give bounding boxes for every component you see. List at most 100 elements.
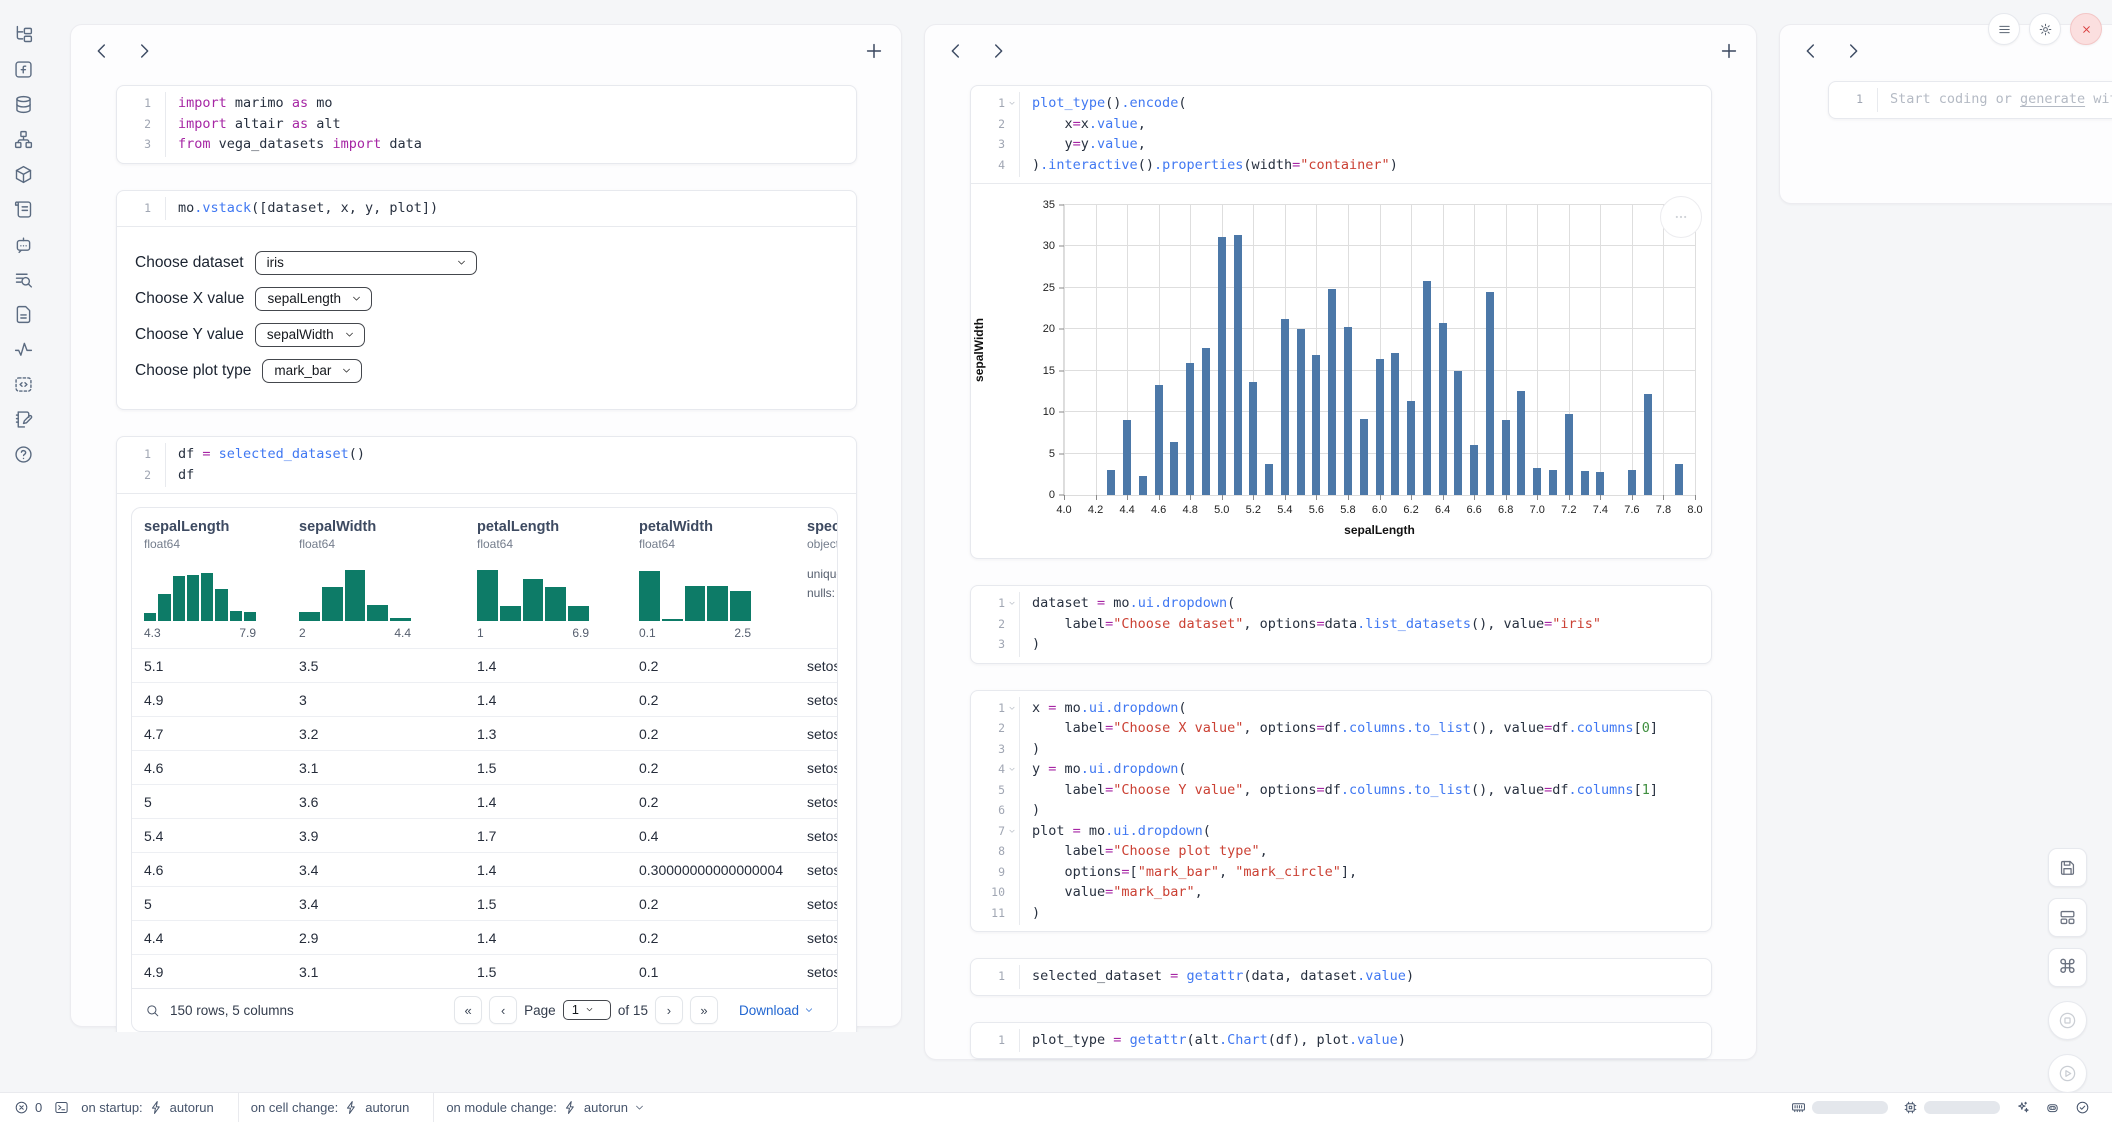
panel-back-icon[interactable] xyxy=(1800,40,1822,62)
dependency-graph-icon[interactable] xyxy=(13,129,34,150)
fold-spacer xyxy=(151,114,165,135)
table-cell: 3.6 xyxy=(299,793,319,810)
code-dotted-icon[interactable] xyxy=(13,374,34,395)
choose-y-value-select[interactable]: sepalWidth xyxy=(254,323,365,347)
copilot-button[interactable] xyxy=(2045,1093,2060,1122)
column-header[interactable]: petalLength float64 1 6.9 xyxy=(465,519,627,640)
list-search-icon[interactable] xyxy=(13,269,34,290)
table-cell: 0.2 xyxy=(639,895,659,912)
fold-toggle-icon[interactable] xyxy=(1005,698,1019,719)
previous-page-button[interactable]: ‹ xyxy=(489,996,518,1024)
code-editor[interactable]: 1 import marimo as mo 2 import altair as al… xyxy=(117,86,856,163)
column-dtype: float64 xyxy=(477,537,514,551)
function-square-icon[interactable] xyxy=(13,59,34,80)
notebook-menu-button[interactable] xyxy=(1988,13,2020,45)
choose-dataset-select[interactable]: iris xyxy=(254,251,477,275)
column-header[interactable]: sepalWidth float64 2 4.4 xyxy=(287,519,465,640)
ai-assistant-button[interactable] xyxy=(2015,1093,2030,1122)
layout-toggle-button[interactable] xyxy=(2048,898,2087,937)
fold-spacer xyxy=(151,465,165,486)
memory-usage-meter[interactable] xyxy=(1791,1093,1888,1122)
error-count-badge[interactable]: 0 xyxy=(14,1093,42,1122)
download-button[interactable]: Download xyxy=(739,1003,824,1018)
cpu-usage-meter[interactable] xyxy=(1903,1093,2000,1122)
page-value: 1 xyxy=(571,1002,579,1017)
code-editor[interactable]: 1 Start coding or generate with xyxy=(1829,82,2112,118)
x-gridline xyxy=(1253,205,1255,495)
panel-forward-icon[interactable] xyxy=(1842,40,1864,62)
panel-back-icon[interactable] xyxy=(945,40,967,62)
code-editor[interactable]: 1 x = mo.ui.dropdown(2 label="Choose X va… xyxy=(971,691,1711,932)
code-editor[interactable]: 1 selected_dataset = getattr(data, datase… xyxy=(971,959,1711,995)
fold-toggle-icon[interactable] xyxy=(1005,759,1019,780)
table-cell: 0.2 xyxy=(639,793,659,810)
column-header[interactable]: species object unique: nulls: xyxy=(795,519,837,640)
code-editor[interactable]: 1 dataset = mo.ui.dropdown(2 label="Choos… xyxy=(971,586,1711,663)
first-page-button[interactable]: « xyxy=(454,996,483,1024)
y-tick-label: 10 xyxy=(1042,406,1055,419)
fold-spacer xyxy=(1005,903,1019,924)
choose-plot-type-select[interactable]: mark_bar xyxy=(262,359,363,383)
code-line: 1 x = mo.ui.dropdown( xyxy=(971,698,1711,719)
table-cell: setosa xyxy=(807,725,837,742)
x-tick-mark xyxy=(1568,495,1570,500)
column-histogram xyxy=(144,563,256,621)
table-row: 4.6 3.1 1.5 0.2 setosa xyxy=(132,750,837,784)
chat-bot-icon[interactable] xyxy=(13,234,34,255)
code-editor[interactable]: 1 df = selected_dataset() 2 df xyxy=(117,437,856,493)
panel-back-icon[interactable] xyxy=(91,40,113,62)
fold-toggle-icon[interactable] xyxy=(1005,593,1019,614)
run-all-button[interactable] xyxy=(2048,1054,2087,1093)
panel-forward-icon[interactable] xyxy=(987,40,1009,62)
chart-actions-button[interactable] xyxy=(1660,196,1702,238)
add-cell-button[interactable] xyxy=(863,40,885,62)
save-button[interactable] xyxy=(2048,848,2087,887)
chart-bar xyxy=(1596,471,1605,495)
code-editor[interactable]: 1 plot_type = getattr(alt.Chart(df), plot… xyxy=(971,1023,1711,1059)
activity-icon[interactable] xyxy=(13,339,34,360)
table-cell: 2.9 xyxy=(299,929,319,946)
notebook-pen-icon[interactable] xyxy=(13,409,34,430)
code-editor[interactable]: 1 mo.vstack([dataset, x, y, plot]) xyxy=(117,191,856,227)
document-text-icon[interactable] xyxy=(13,304,34,325)
help-circle-icon[interactable] xyxy=(13,444,34,465)
chart-bar xyxy=(1359,418,1368,495)
column-header[interactable]: petalWidth float64 0.1 2.5 xyxy=(627,519,795,640)
table-cell: 3.1 xyxy=(299,759,319,776)
add-cell-button[interactable] xyxy=(1718,40,1740,62)
file-tree-icon[interactable] xyxy=(13,24,34,45)
editor-placeholder: Start coding or generate with xyxy=(1890,91,2112,107)
chart-bar xyxy=(1217,236,1226,495)
on-cell-change-autorun[interactable]: on cell change: autorun xyxy=(251,1093,410,1122)
histogram-bar xyxy=(201,573,214,621)
package-icon[interactable] xyxy=(13,164,34,185)
fold-spacer xyxy=(151,93,165,114)
settings-button[interactable] xyxy=(2029,13,2061,45)
code-editor[interactable]: 1 plot_type().encode(2 x=x.value, 3 y=y.va… xyxy=(971,86,1711,183)
close-button[interactable] xyxy=(2070,13,2102,45)
next-page-button[interactable]: › xyxy=(654,996,683,1024)
y-tick-label: 25 xyxy=(1042,281,1055,294)
column-header[interactable]: sepalLength float64 4.3 7.9 xyxy=(132,519,287,640)
generate-with-ai-link[interactable]: generate xyxy=(2020,91,2086,107)
database-icon[interactable] xyxy=(13,94,34,115)
code-text: selected_dataset = getattr(data, dataset… xyxy=(1032,968,1415,984)
zap-icon xyxy=(563,1100,578,1115)
command-palette-button[interactable]: ⌘ xyxy=(2048,948,2087,987)
histogram-bar xyxy=(661,618,683,621)
page-select[interactable]: 1 xyxy=(562,1000,611,1020)
terminal-toggle[interactable] xyxy=(54,1093,69,1122)
x-gridline xyxy=(1095,205,1097,495)
stop-button[interactable] xyxy=(2048,1001,2087,1040)
connection-status-icon[interactable] xyxy=(2075,1093,2090,1122)
scroll-text-icon[interactable] xyxy=(13,199,34,220)
on-module-change-autorun[interactable]: on module change: autorun xyxy=(446,1093,645,1122)
table-cell: 4.9 xyxy=(144,691,164,708)
fold-toggle-icon[interactable] xyxy=(1005,821,1019,842)
on-startup-autorun[interactable]: on startup: autorun xyxy=(81,1093,214,1122)
fold-toggle-icon[interactable] xyxy=(1005,93,1019,114)
search-icon[interactable] xyxy=(145,1003,160,1018)
panel-forward-icon[interactable] xyxy=(133,40,155,62)
choose-x-value-select[interactable]: sepalLength xyxy=(255,287,373,311)
last-page-button[interactable]: » xyxy=(689,996,718,1024)
